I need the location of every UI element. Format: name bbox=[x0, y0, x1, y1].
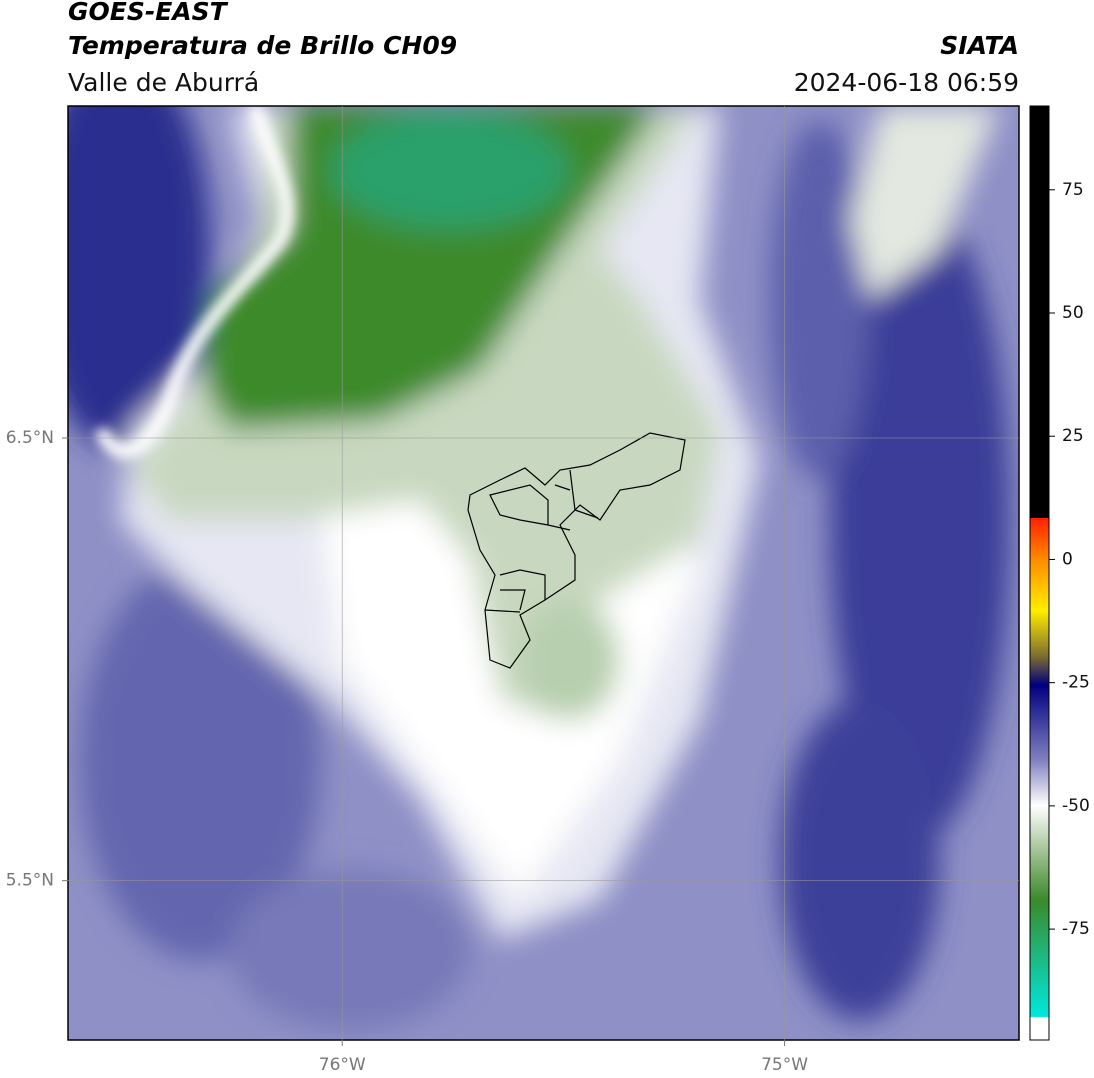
colorbar-tick-label: 75 bbox=[1062, 180, 1084, 200]
source: SIATA bbox=[940, 31, 1019, 60]
subtitle: Temperatura de Brillo CH09 bbox=[68, 31, 457, 60]
title: GOES-EAST bbox=[68, 0, 229, 26]
map-frame bbox=[67, 105, 1020, 1041]
colorbar-tick-label: -25 bbox=[1062, 673, 1090, 693]
y-tick-label: 6.5°N bbox=[6, 428, 54, 448]
colorbar-tick-label: -50 bbox=[1062, 796, 1090, 816]
x-tick-label: 75°W bbox=[761, 1055, 808, 1075]
timestamp: 2024-06-18 06:59 bbox=[794, 68, 1019, 97]
municipal-boundaries bbox=[467, 432, 686, 669]
colorbar-tick-label: -75 bbox=[1062, 919, 1090, 939]
satellite-image bbox=[68, 106, 1019, 1040]
colorbar-tick-label: 25 bbox=[1062, 426, 1084, 446]
x-tick-label: 76°W bbox=[319, 1055, 366, 1075]
region: Valle de Aburrá bbox=[68, 68, 259, 97]
colorbar-tick-label: 0 bbox=[1062, 549, 1073, 569]
y-tick-label: 5.5°N bbox=[6, 871, 54, 891]
colorbar-tick-label: 50 bbox=[1062, 303, 1084, 323]
colorbar bbox=[1029, 105, 1050, 1041]
